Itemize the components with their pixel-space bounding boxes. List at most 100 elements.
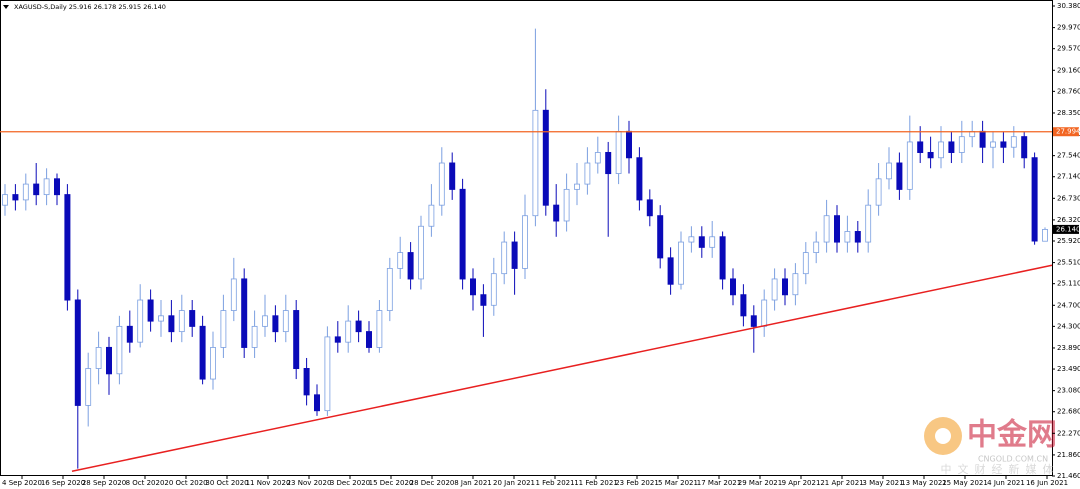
candle-body: [771, 278, 778, 301]
x-tick-label: 1 Feb 2021: [535, 479, 574, 487]
x-tick-label: 28 Sep 2020: [82, 479, 126, 487]
y-tick-label: 29.970: [1057, 24, 1080, 32]
candle-body: [480, 294, 487, 306]
x-tick-label: 3 Dec 2020: [330, 479, 370, 487]
candle-body: [948, 141, 955, 153]
x-tick-label: 25 May 2021: [942, 479, 988, 487]
watermark-slogan: 中文财经新媒体: [941, 462, 1060, 476]
candle-body: [251, 325, 258, 348]
candle-body: [355, 320, 362, 333]
candle-body: [386, 268, 393, 311]
candle-body: [189, 310, 196, 327]
candle-body: [730, 278, 736, 296]
candle-body: [1010, 136, 1017, 148]
x-tick-label: 21 Apr 2021: [820, 479, 863, 487]
candle-body: [813, 241, 820, 253]
candle-body: [490, 273, 497, 306]
x-tick-label: 20 Jan 2021: [493, 479, 535, 487]
candle-body: [147, 299, 154, 322]
candle-body: [522, 215, 528, 269]
y-tick-label: 26.320: [1057, 216, 1080, 224]
candle-body: [990, 141, 996, 148]
y-tick-label: 25.510: [1057, 259, 1080, 267]
trend-line: [71, 264, 1053, 472]
watermark-logo-inner: [935, 428, 951, 444]
candle-body: [938, 141, 944, 159]
candle-body: [594, 152, 601, 164]
x-tick-label: 3 May 2021: [862, 479, 903, 487]
candle-body: [210, 347, 216, 380]
candle-body: [272, 315, 279, 333]
candle-body: [626, 130, 632, 159]
x-tick-label: 30 Oct 2020: [205, 479, 248, 487]
x-tick-label: 9 Apr 2021: [782, 479, 821, 487]
candle-body: [563, 188, 570, 222]
candle-body: [844, 231, 851, 243]
x-tick-label: 11 Feb 2021: [574, 479, 618, 487]
candle-body: [958, 136, 965, 153]
candle-body: [293, 310, 300, 370]
x-tick-label: 5 Mar 2021: [658, 479, 698, 487]
candle-body: [314, 394, 320, 412]
candle-body: [449, 162, 456, 190]
candle-body: [896, 162, 903, 190]
candle-body: [605, 151, 612, 175]
candle-body: [657, 215, 664, 259]
y-tick-label: 23.080: [1057, 387, 1080, 395]
candle-body: [418, 225, 424, 280]
candle-body: [1021, 136, 1028, 159]
candle-body: [428, 204, 435, 227]
x-tick-label: 16 Jun 2021: [1026, 479, 1068, 487]
x-tick-label: 13 May 2021: [901, 479, 947, 487]
candle-body: [220, 310, 227, 348]
candle-body: [33, 183, 40, 196]
candle-body: [646, 199, 653, 217]
candle-body: [823, 215, 830, 243]
candle-body: [802, 252, 809, 275]
candle-body: [698, 236, 705, 248]
candle-body: [979, 130, 986, 148]
candle-body: [761, 299, 768, 327]
watermark-url: CNGOLD.COM.CN: [978, 455, 1048, 464]
candle-body: [854, 231, 861, 243]
y-tick-label: 22.680: [1057, 408, 1080, 416]
candle-body: [54, 178, 60, 196]
candle-body: [376, 310, 383, 348]
candle-body: [126, 325, 133, 343]
candle-body: [501, 241, 508, 275]
candle-body: [688, 236, 695, 243]
candle-body: [875, 178, 882, 206]
y-tick-label: 28.760: [1057, 87, 1080, 95]
candle-body: [438, 162, 445, 206]
x-tick-label: 29 Mar 2021: [738, 479, 782, 487]
candle-body: [324, 336, 331, 412]
candle-body: [85, 368, 92, 406]
x-tick-label: 8 Jan 2021: [454, 479, 492, 487]
candle-body: [2, 194, 8, 206]
candle-body: [917, 141, 924, 153]
candle-body: [709, 236, 716, 248]
candle-body: [532, 109, 539, 217]
candle-body: [137, 299, 144, 343]
candle-body: [636, 157, 643, 201]
candle-body: [282, 310, 289, 333]
y-tick-label: 26.730: [1057, 194, 1080, 202]
candle-body: [12, 194, 19, 201]
level-label: 27.994: [1056, 128, 1080, 136]
candle-body: [366, 331, 372, 348]
candle-body: [927, 151, 934, 159]
candles: [2, 28, 1048, 469]
y-tick-label: 30.380: [1057, 2, 1080, 10]
candle-body: [782, 278, 788, 296]
candle-body: [178, 310, 185, 333]
y-tick-label: 28.350: [1057, 109, 1080, 117]
candle-body: [74, 299, 81, 406]
x-tick-label: 17 Mar 2021: [697, 479, 741, 487]
x-tick-label: 23 Nov 2020: [287, 479, 332, 487]
candle-body: [459, 188, 466, 280]
y-tick-label: 24.700: [1057, 301, 1080, 309]
candle-body: [511, 241, 518, 269]
candle-body: [95, 347, 102, 369]
candle-body: [667, 257, 674, 285]
